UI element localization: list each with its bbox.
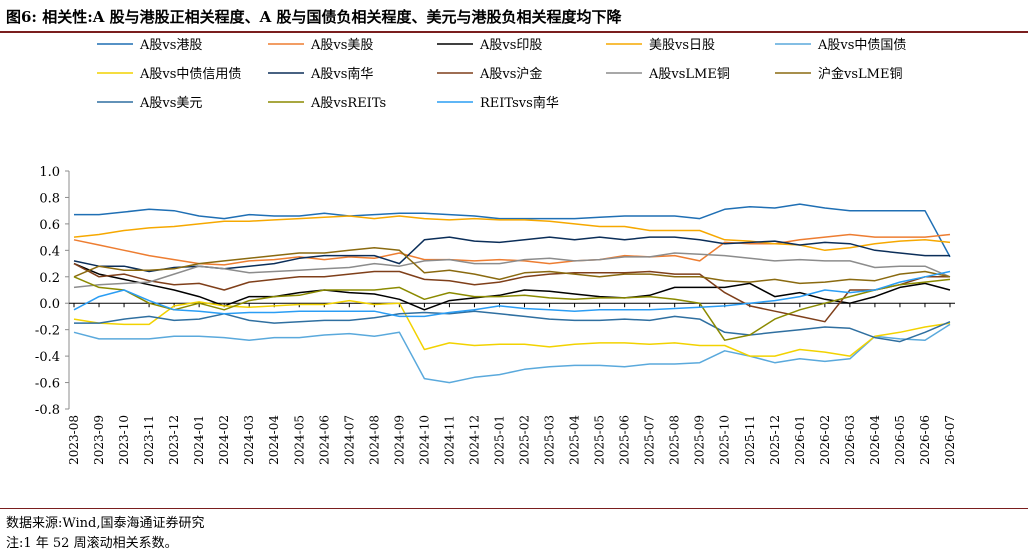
x-tick-label: 2024-09 <box>392 415 406 465</box>
x-tick-label: 2025-05 <box>593 415 607 465</box>
series-line <box>73 270 951 318</box>
x-tick-label: 2024-05 <box>292 415 306 465</box>
figure-title: 图6: 相关性:A 股与港股正相关程度、A 股与国债负相关程度、美元与港股负相关… <box>6 8 622 26</box>
legend-item: REITsvs南华 <box>437 95 559 111</box>
legend-item: A股vs印股 <box>437 38 542 53</box>
series-line <box>74 310 951 343</box>
legend-label: 沪金vsLME铜 <box>818 66 902 82</box>
legend-item: A股vs美股 <box>268 38 373 53</box>
legend-label: A股vs中债国债 <box>817 38 906 53</box>
x-tick-label: 2026-06 <box>918 415 932 465</box>
y-tick-label: -0.8 <box>35 403 60 418</box>
legend-item: A股vs南华 <box>268 66 373 82</box>
x-tick-label: 2026-01 <box>793 415 807 465</box>
x-tick-label: 2025-11 <box>743 415 757 465</box>
title-rule <box>0 31 1028 33</box>
legend-label: REITsvs南华 <box>480 95 559 111</box>
series-line <box>73 276 951 341</box>
series-line <box>73 262 951 311</box>
legend-item: 沪金vsLME铜 <box>775 66 902 82</box>
x-tick-label: 2025-08 <box>668 415 682 465</box>
line-chart: A股vs港股 A股vs美股 A股vs印股 美股vs日股 A股vs中债国债 A股vs中债信用… <box>35 38 957 465</box>
legend-item: A股vs中债信用债 <box>97 67 241 82</box>
series-line <box>73 323 951 384</box>
legend-label: A股vs南华 <box>310 66 373 82</box>
x-axis: 2023-08 2023-09 2023-10 2023-11 2023-12 2024-… <box>67 302 957 465</box>
x-tick-label: 2024-12 <box>467 415 481 465</box>
footnote: 注:1 年 52 周滚动相关系数。 <box>6 536 178 551</box>
legend-item: A股vs中债国债 <box>775 38 906 53</box>
x-tick-label: 2024-10 <box>417 415 431 465</box>
x-tick-label: 2023-11 <box>142 415 156 465</box>
x-tick-label: 2025-06 <box>618 415 632 465</box>
y-tick-label: -0.6 <box>35 377 60 392</box>
x-tick-label: 2025-10 <box>718 415 732 465</box>
series-line <box>73 262 950 323</box>
legend-item: A股vsREITs <box>268 96 386 111</box>
x-tick-label: 2024-01 <box>192 415 206 465</box>
x-tick-label: 2023-08 <box>67 415 81 465</box>
x-tick-label: 2024-03 <box>242 415 256 465</box>
legend-label: A股vs美股 <box>310 38 373 53</box>
x-tick-label: 2024-07 <box>342 415 356 465</box>
legend-item: A股vs沪金 <box>437 66 542 82</box>
legend-label: A股vsLME铜 <box>648 67 730 82</box>
y-tick-label: -0.4 <box>35 350 60 365</box>
y-tick-label: 0.2 <box>39 271 60 286</box>
x-tick-label: 2023-12 <box>167 415 181 465</box>
x-tick-label: 2024-02 <box>217 415 231 465</box>
series-line <box>74 203 951 258</box>
legend-label: A股vs沪金 <box>479 66 542 82</box>
x-tick-label: 2025-03 <box>543 415 557 465</box>
y-axis: 1.0 0.8 0.6 0.4 0.2 0.0 -0.2 -0.4 -0.6 -0.8 <box>35 165 70 418</box>
y-tick-label: 0.4 <box>39 244 60 259</box>
legend-item: A股vs港股 <box>97 38 202 53</box>
x-tick-label: 2025-07 <box>643 415 657 465</box>
y-tick-label: 0.6 <box>39 218 60 233</box>
series-line <box>73 252 951 289</box>
x-tick-label: 2023-09 <box>92 415 106 465</box>
legend-item: A股vs美元 <box>97 96 202 111</box>
series-lines <box>73 203 951 384</box>
legend-label: A股vs港股 <box>139 38 202 53</box>
x-tick-label: 2025-02 <box>518 415 532 465</box>
legend-label: A股vs印股 <box>479 38 542 53</box>
x-tick-label: 2024-04 <box>267 415 281 465</box>
source-note: 数据来源:Wind,国泰海通证券研究 <box>6 516 205 531</box>
x-tick-label: 2025-12 <box>768 415 782 465</box>
x-tick-label: 2026-02 <box>818 415 832 465</box>
legend-label: A股vs中债信用债 <box>139 67 241 82</box>
y-tick-label: 0.0 <box>39 297 60 312</box>
series-line <box>73 215 951 252</box>
x-tick-label: 2023-10 <box>117 415 131 465</box>
x-tick-label: 2025-04 <box>568 415 582 465</box>
x-tick-label: 2026-03 <box>843 415 857 465</box>
y-tick-label: 1.0 <box>39 165 60 180</box>
legend-item: A股vsLME铜 <box>606 67 730 82</box>
x-tick-label: 2024-08 <box>367 415 381 465</box>
x-tick-label: 2026-07 <box>943 415 957 465</box>
bottom-rule <box>0 508 1028 509</box>
x-tick-label: 2024-11 <box>442 415 456 465</box>
x-tick-label: 2025-09 <box>693 415 707 465</box>
x-tick-label: 2024-06 <box>317 415 331 465</box>
x-tick-label: 2026-04 <box>868 415 882 465</box>
series-line <box>73 233 951 266</box>
x-tick-label: 2026-05 <box>893 415 907 465</box>
y-tick-label: 0.8 <box>39 191 60 206</box>
legend-label: A股vsREITs <box>310 96 386 111</box>
series-line <box>73 246 951 285</box>
series-line <box>73 299 951 357</box>
chart-legend: A股vs港股 A股vs美股 A股vs印股 美股vs日股 A股vs中债国债 A股vs中债信用… <box>97 38 906 111</box>
legend-label: 美股vs日股 <box>649 38 715 53</box>
legend-item: 美股vs日股 <box>606 38 715 53</box>
x-tick-label: 2025-01 <box>492 415 506 465</box>
legend-label: A股vs美元 <box>139 96 202 111</box>
y-tick-label: -0.2 <box>35 324 60 339</box>
